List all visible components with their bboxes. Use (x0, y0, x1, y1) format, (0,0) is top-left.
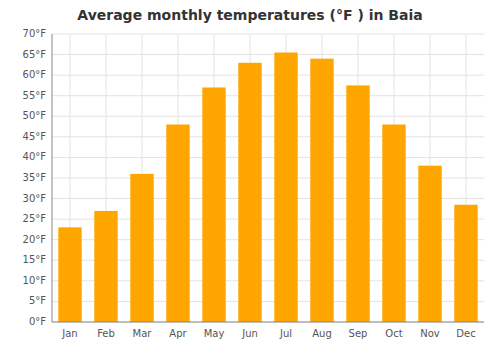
x-tick-label: Jan (61, 328, 77, 339)
grid-line-y (52, 136, 484, 137)
x-tick-label: Dec (456, 328, 475, 339)
y-tick-label: 30°F (23, 193, 47, 204)
y-tick-label: 45°F (23, 131, 47, 142)
x-tick-label: Nov (420, 328, 440, 339)
grid-line-y (52, 54, 484, 55)
grid-line-y (52, 322, 484, 323)
grid-line-y (52, 34, 484, 35)
y-tick-label: 40°F (23, 151, 47, 162)
chart-title: Average monthly temperatures (°F ) in Ba… (77, 7, 422, 23)
bar (130, 174, 153, 322)
y-tick-label: 5°F (29, 295, 46, 306)
x-tick-label: Aug (312, 328, 332, 339)
y-tick-labels: 0°F 5°F 10°F 15°F 20°F 25°F 30°F 35°F 40°F 45°F 50… (23, 28, 47, 327)
bar (418, 166, 441, 322)
x-tick-label: Oct (385, 328, 402, 339)
y-tick-label: 0°F (29, 316, 46, 327)
x-tick-label: Jul (279, 328, 292, 339)
y-tick-label: 25°F (23, 213, 47, 224)
x-tick-label: Mar (133, 328, 153, 339)
bar (166, 125, 189, 322)
bar (238, 63, 261, 322)
x-axis-line (52, 322, 484, 323)
y-tick-label: 35°F (23, 172, 47, 183)
x-tick-label: Sep (349, 328, 368, 339)
y-tick-label: 55°F (23, 90, 47, 101)
grid (52, 34, 484, 322)
x-tick-label: May (204, 328, 225, 339)
chart-svg: 0°F 5°F 10°F 15°F 20°F 25°F 30°F 35°F 40°F 45°F 50… (0, 0, 500, 350)
x-tick-label: Apr (169, 328, 187, 339)
bar (58, 227, 81, 322)
x-tick-labels: Jan Feb Mar Apr May Jun Jul Aug Sep Oct Nov Dec (61, 328, 475, 339)
bar (274, 53, 297, 322)
bar (202, 87, 225, 322)
y-tick-label: 50°F (23, 110, 47, 121)
y-tick-label: 60°F (23, 69, 47, 80)
x-tick-label: Jun (241, 328, 258, 339)
y-tick-label: 65°F (23, 49, 47, 60)
x-tick-label: Feb (97, 328, 115, 339)
bar (94, 211, 117, 322)
grid-line-y (52, 116, 484, 117)
y-tick-label: 10°F (23, 275, 47, 286)
y-tick-label: 15°F (23, 254, 47, 265)
grid-line-y (52, 75, 484, 76)
bar (454, 205, 477, 322)
bar (346, 85, 369, 322)
y-tick-label: 20°F (23, 234, 47, 245)
grid-line-y (52, 157, 484, 158)
y-tick-label: 70°F (23, 28, 47, 39)
bars (58, 53, 477, 322)
grid-line-y (52, 95, 484, 96)
y-axis-line (52, 34, 53, 322)
bar (382, 125, 405, 322)
chart-container: 0°F 5°F 10°F 15°F 20°F 25°F 30°F 35°F 40°F 45°F 50… (0, 0, 500, 350)
bar (310, 59, 333, 322)
